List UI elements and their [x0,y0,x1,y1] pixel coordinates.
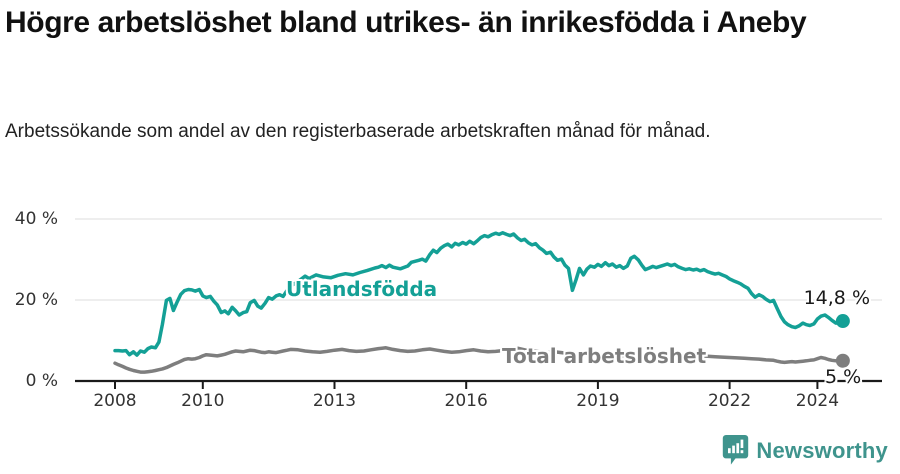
x-tick-label-2010: 2010 [181,391,225,411]
x-tick-label-2019: 2019 [576,391,620,411]
newsworthy-logo-text: Newsworthy [756,437,888,463]
bar-chart-speech-bubble-icon [722,434,749,467]
series-label-total-arbetsloshet: Total arbetslöshet [502,344,707,368]
end-value-label-utlandsfodda: 14,8 % [803,287,870,309]
series-line-utlandsfodda [113,231,845,357]
newsworthy-logo[interactable]: Newsworthy [722,434,888,467]
end-value-label-total: 5 % [825,366,862,388]
y-tick-label-0: 0 % [25,371,58,391]
series-line-total [113,346,845,374]
y-tick-label-20: 20 % [14,290,58,310]
x-tick-label-2008: 2008 [93,391,137,411]
end-dot-total [835,353,850,368]
chart-subtitle: Arbetssökande som andel av den registerb… [5,121,711,142]
series-label-utlandsfodda: Utlandsfödda [286,277,438,301]
x-tick-label-2022: 2022 [707,391,752,411]
y-tick-label-40: 40 % [14,209,58,229]
x-tick-label-2016: 2016 [444,391,488,411]
page-title: Högre arbetslöshet bland utrikes- än inr… [5,6,807,39]
x-tick-label-2024: 2024 [795,391,840,411]
end-dot-utlandsfodda [835,314,850,329]
x-tick-label-2013: 2013 [312,391,357,411]
